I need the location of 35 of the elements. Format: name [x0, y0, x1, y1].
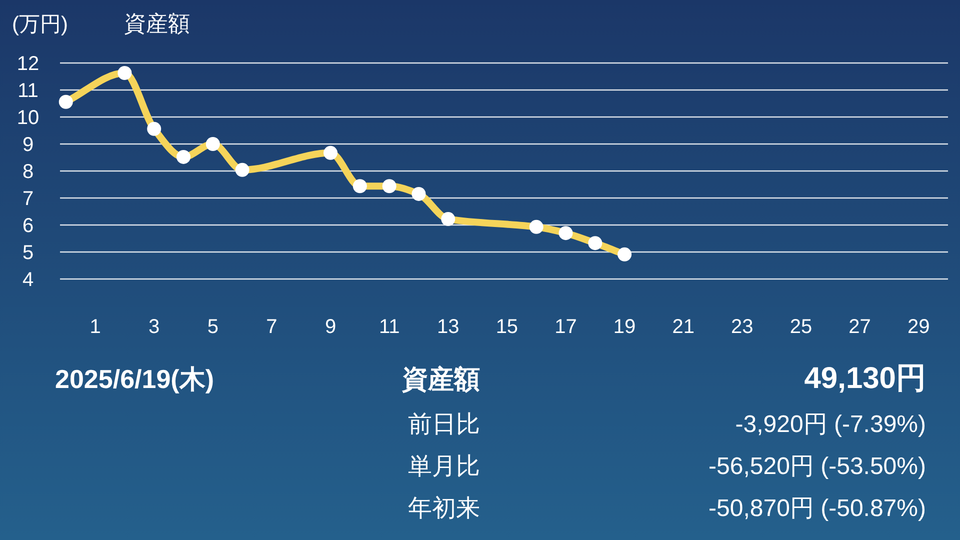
text: 49,130円 [804, 362, 926, 395]
y-tick-label: 7 [22, 188, 34, 210]
x-tick-label: 15 [496, 316, 518, 338]
text: -56,520円 (-53.50%) [708, 453, 926, 480]
x-tick-label: 7 [266, 316, 278, 338]
text: 前日比 [408, 411, 480, 438]
x-tick-label: 23 [731, 316, 754, 338]
y-tick-label: 4 [22, 269, 34, 291]
y-tick-label: 6 [22, 215, 34, 237]
text: -50,870円 (-50.87%) [708, 495, 926, 522]
y-tick-label: 10 [16, 107, 40, 129]
y-tick-label: 12 [16, 53, 40, 75]
x-tick-label: 11 [378, 316, 400, 338]
x-tick-label: 19 [613, 316, 636, 338]
text: 単月比 [408, 453, 480, 480]
x-tick-label: 25 [790, 316, 812, 338]
x-tick-label: 1 [90, 316, 101, 338]
text: -3,920円 (-7.39%) [735, 411, 926, 438]
y-tick-label: 9 [22, 134, 34, 156]
x-tick-label: 29 [907, 316, 930, 338]
y-tick-label: 8 [22, 161, 34, 183]
x-tick-label: 13 [437, 316, 460, 338]
x-tick-label: 5 [207, 316, 218, 338]
x-tick-label: 21 [672, 316, 694, 338]
text: 年初来 [408, 495, 480, 522]
chart-title: 資産額 [124, 11, 190, 36]
x-tick-label: 27 [848, 316, 871, 338]
x-tick-label: 9 [324, 316, 336, 338]
x-tick-label: 17 [554, 316, 577, 338]
y-tick-label: 11 [18, 80, 38, 102]
y-axis-title: (万円) [12, 13, 68, 36]
text: 資産額 [401, 364, 480, 394]
y-tick-label: 5 [22, 242, 34, 264]
x-tick-label: 3 [148, 316, 160, 338]
text: 2025/6/19(木) [55, 364, 214, 394]
